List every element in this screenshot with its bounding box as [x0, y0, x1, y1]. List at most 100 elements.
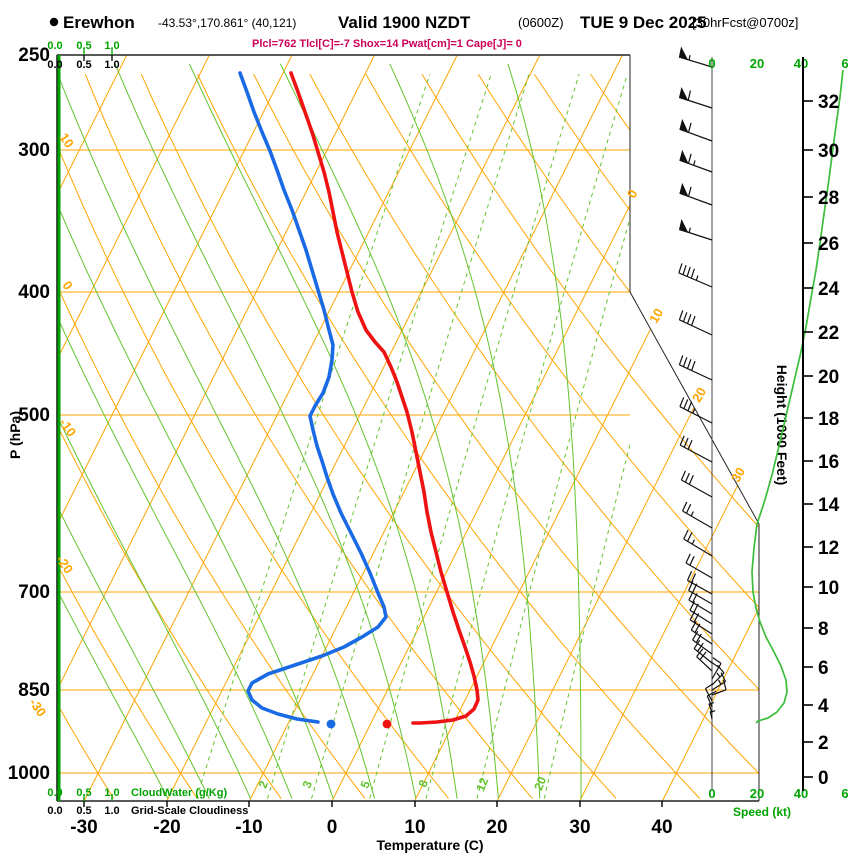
- isotherm-line: [57, 55, 376, 801]
- mixing-ratio-label: 3: [300, 778, 316, 790]
- cloud-scale-label: 1.0: [104, 59, 119, 71]
- barb-full-feather: [691, 360, 696, 371]
- barb-pennant: [678, 218, 689, 233]
- barb-shaft: [679, 406, 713, 424]
- barb-shaft: [685, 562, 713, 579]
- barb-shaft: [711, 681, 726, 691]
- barb-full-feather: [680, 470, 687, 481]
- surface-dewpoint-dot: [326, 719, 336, 729]
- barb-full-feather: [687, 186, 692, 197]
- height-tick-label: 18: [818, 409, 839, 430]
- moist-adiabat-line: [389, 63, 541, 799]
- barb-full-feather: [717, 664, 725, 674]
- barb-pennant: [678, 46, 689, 61]
- barb-full-feather: [684, 472, 690, 483]
- isotherm-label: 0: [624, 187, 641, 201]
- moist-adiabat-line: [57, 202, 334, 799]
- height-tick-label: 20: [818, 367, 839, 388]
- dry-adiabat-line: [309, 73, 759, 799]
- cloud-scale-label: 0.0: [47, 59, 62, 71]
- dry-adiabat-line: [533, 73, 759, 799]
- cloud-scales: 0.0 0.0 0.0 0.0 0.5 0.5 0.5 0.5 1.0 1.0 1.0 1.0: [47, 40, 119, 817]
- surface-temperature-dot: [382, 719, 392, 729]
- barb-full-feather: [682, 501, 688, 512]
- barb-full-feather: [686, 358, 692, 369]
- barb-full-feather: [710, 661, 720, 668]
- isotherm-label: 30: [728, 465, 748, 485]
- mixing-ratio-label: 5: [358, 778, 374, 790]
- dry-adiabat-line: [365, 73, 759, 799]
- height-tick-label: 0: [818, 768, 829, 789]
- barb-pennant: [679, 149, 689, 165]
- barb-full-feather: [685, 503, 692, 514]
- cloud-scale-label: 0.0: [47, 805, 62, 817]
- height-tick-label: 26: [818, 234, 839, 255]
- temperature-tick-label: 10: [404, 817, 425, 838]
- mixing-ratio-label: 8: [416, 777, 432, 789]
- mixing-ratio-label: 12: [473, 775, 491, 793]
- cloudiness-label: Grid-Scale Cloudiness: [131, 805, 248, 817]
- dry-adiabat-line: [57, 73, 282, 799]
- barb-pennant: [679, 118, 689, 134]
- cloudwater-label: CloudWater (g/Kg): [131, 787, 227, 799]
- speed-tick-label: 6: [841, 56, 848, 71]
- height-tick-label: 8: [818, 619, 829, 640]
- barb-full-feather: [687, 122, 692, 133]
- temperature-axis: -30 -20 -10 0 10 20 30 40: [70, 801, 673, 838]
- barb-shaft: [709, 711, 713, 720]
- barb-shaft: [687, 579, 713, 595]
- cloud-scale-label: 0.5: [76, 805, 91, 817]
- barb-shaft: [679, 319, 713, 336]
- barb-half-feather: [688, 227, 691, 233]
- height-tick-label: 24: [818, 279, 840, 300]
- height-tick-label: 12: [818, 538, 839, 559]
- barb-full-feather: [693, 613, 700, 623]
- barb-full-feather: [678, 310, 684, 320]
- isotherm-line: [579, 55, 759, 801]
- wind-barbs: [678, 46, 727, 720]
- barb-full-feather: [722, 680, 727, 691]
- temperature-tick-label: 40: [651, 817, 672, 838]
- moist-adiabat-line: [57, 588, 169, 799]
- chart-header: Erewhon -43.53°,170.861° (40,121) Valid …: [49, 13, 798, 50]
- pressure-tick-label: 400: [18, 282, 50, 303]
- pressure-tick-label: 300: [18, 140, 50, 161]
- moist-adiabat-line: [279, 63, 499, 799]
- barb-shaft: [679, 364, 713, 381]
- barb-full-feather: [690, 268, 695, 279]
- green-line-families: [57, 63, 630, 799]
- barb-full-feather: [688, 475, 694, 485]
- barb-full-feather: [690, 620, 697, 631]
- barb-full-feather: [692, 631, 699, 641]
- height-tick-label: 28: [818, 188, 839, 209]
- speed-tick-label: 40: [794, 786, 808, 801]
- height-tick-label: 4: [818, 696, 829, 717]
- barb-full-feather: [688, 590, 694, 601]
- barb-shaft: [711, 663, 722, 680]
- cloud-scale-label: 0.5: [76, 59, 91, 71]
- barb-half-feather: [693, 160, 696, 166]
- height-tick-label: 22: [818, 323, 839, 344]
- isotherm-line: [496, 55, 759, 801]
- speed-tick-label: 6: [841, 786, 848, 801]
- barb-shaft: [679, 444, 713, 463]
- barb-full-feather: [707, 690, 717, 697]
- moist-adiabat-line: [57, 315, 293, 799]
- barb-full-feather: [687, 401, 693, 411]
- isotherm-line: [57, 55, 128, 801]
- speed-tick-label: 20: [750, 786, 764, 801]
- barb-full-feather: [687, 153, 692, 164]
- dry-adiabat-line: [57, 73, 449, 799]
- barb-full-feather: [690, 573, 697, 583]
- barb-full-feather: [693, 639, 701, 649]
- dry-adiabat-label: 10: [56, 130, 77, 150]
- height-tick-label: 6: [818, 658, 829, 679]
- isotherm-line: [166, 55, 541, 801]
- height-tick-label: 10: [818, 578, 839, 599]
- dry-adiabat-line: [421, 73, 759, 799]
- barb-full-feather: [712, 657, 722, 664]
- plot-frame: [56, 54, 760, 802]
- cloud-scale-label: 1.0: [104, 787, 119, 799]
- barb-full-feather: [691, 315, 696, 326]
